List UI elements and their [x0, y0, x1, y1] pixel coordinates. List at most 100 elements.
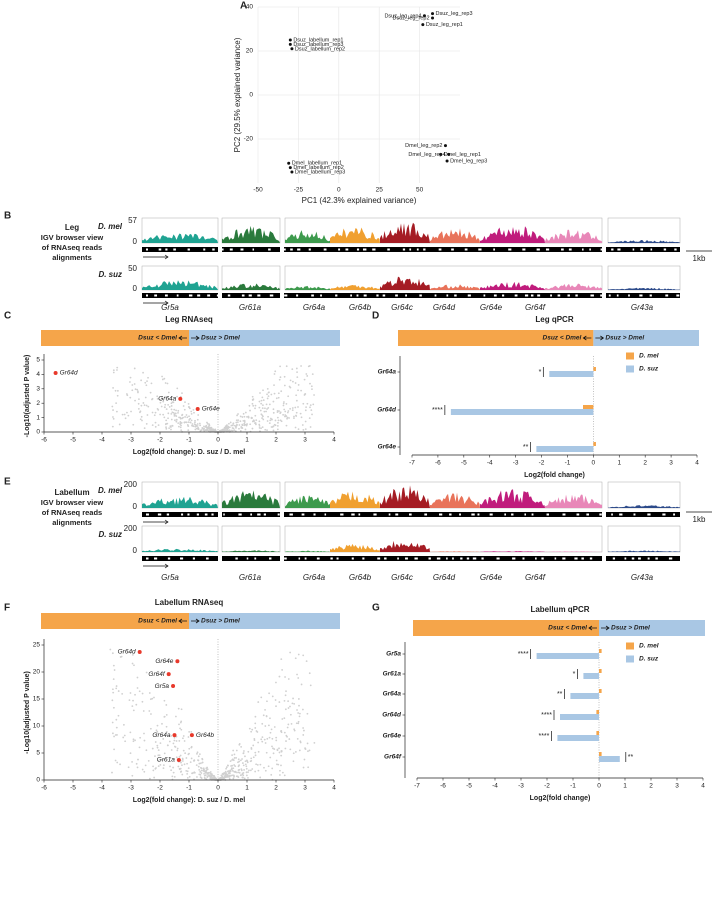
- background-point: [271, 767, 274, 770]
- category-label: Gr64a: [383, 691, 402, 698]
- background-point: [220, 430, 223, 433]
- background-point: [165, 427, 168, 430]
- background-point: [303, 394, 306, 396]
- background-point: [132, 423, 135, 426]
- background-point: [266, 420, 269, 422]
- background-point: [267, 724, 270, 727]
- background-point: [297, 712, 300, 714]
- background-point: [136, 766, 139, 769]
- intron: [356, 294, 359, 297]
- intron: [562, 513, 566, 516]
- background-point: [188, 747, 191, 750]
- intron: [575, 294, 578, 297]
- background-point: [165, 419, 168, 422]
- x-tick-label: 0: [337, 187, 341, 194]
- intron: [668, 557, 673, 560]
- significance: **: [557, 691, 563, 698]
- background-point: [269, 717, 271, 720]
- intron: [180, 557, 184, 560]
- bar: [599, 756, 620, 762]
- background-point: [187, 753, 190, 756]
- background-point: [275, 397, 278, 400]
- background-point: [281, 718, 284, 720]
- intron: [397, 557, 399, 560]
- legend-swatch: [626, 655, 634, 663]
- background-point: [297, 653, 300, 656]
- intron: [405, 557, 408, 560]
- legend-swatch: [626, 352, 634, 360]
- x-tick-label: 3: [675, 783, 679, 790]
- track-frame: [284, 525, 603, 553]
- background-point: [196, 751, 199, 754]
- background-point: [301, 424, 304, 426]
- background-point: [297, 406, 299, 408]
- y-tick-label: 0: [36, 429, 40, 436]
- intron: [640, 248, 644, 251]
- background-point: [261, 407, 264, 410]
- background-point: [112, 409, 114, 411]
- x-tick-label: 4: [332, 437, 336, 444]
- background-point: [286, 726, 289, 729]
- background-point: [285, 365, 288, 368]
- intron: [554, 557, 557, 560]
- intron: [545, 248, 550, 251]
- bar: [570, 693, 599, 699]
- intron: [550, 294, 552, 297]
- track-title: of RNAseq reads: [42, 243, 102, 252]
- background-point: [112, 678, 115, 681]
- background-point: [133, 367, 136, 370]
- x-tick-label: 0: [216, 785, 220, 792]
- background-point: [129, 731, 132, 734]
- intron: [446, 557, 448, 560]
- background-point: [181, 764, 183, 766]
- background-point: [190, 746, 193, 749]
- background-point: [292, 760, 295, 763]
- highlight-point: [175, 659, 180, 664]
- background-point: [283, 401, 285, 403]
- gene-label: Gr64c: [391, 573, 413, 582]
- intron: [632, 248, 635, 251]
- point: [288, 166, 292, 170]
- background-point: [280, 754, 283, 757]
- background-point: [185, 421, 188, 424]
- background-point: [230, 424, 233, 427]
- coverage: [545, 283, 602, 290]
- background-point: [176, 387, 179, 390]
- background-point: [150, 382, 153, 385]
- background-point: [278, 675, 281, 678]
- background-point: [296, 673, 298, 676]
- background-point: [258, 406, 261, 409]
- background-point: [266, 387, 269, 390]
- background-point: [136, 676, 139, 679]
- point-label: Dmel_leg_rep1: [444, 152, 481, 158]
- intron: [409, 248, 412, 251]
- background-point: [193, 771, 196, 774]
- background-point: [132, 738, 135, 741]
- background-point: [228, 774, 231, 777]
- x-tick-label: -6: [440, 783, 446, 790]
- y-tick-label: 25: [33, 642, 41, 649]
- significance: *: [539, 369, 542, 376]
- background-point: [288, 417, 290, 419]
- point-label: Gr64d: [118, 649, 136, 656]
- background-point: [229, 760, 232, 763]
- background-point: [149, 698, 152, 701]
- background-point: [232, 777, 235, 780]
- background-point: [260, 696, 263, 699]
- background-point: [199, 424, 202, 427]
- intron: [216, 294, 219, 297]
- background-point: [141, 419, 143, 422]
- background-point: [111, 771, 113, 774]
- background-point: [302, 402, 305, 405]
- background-point: [204, 774, 207, 777]
- background-point: [203, 427, 205, 430]
- background-point: [170, 426, 172, 428]
- background-point: [179, 420, 182, 423]
- background-point: [275, 739, 278, 742]
- coverage: [142, 548, 218, 552]
- coverage: [142, 496, 218, 508]
- background-point: [171, 411, 174, 414]
- background-point: [268, 692, 271, 695]
- background-point: [297, 384, 300, 386]
